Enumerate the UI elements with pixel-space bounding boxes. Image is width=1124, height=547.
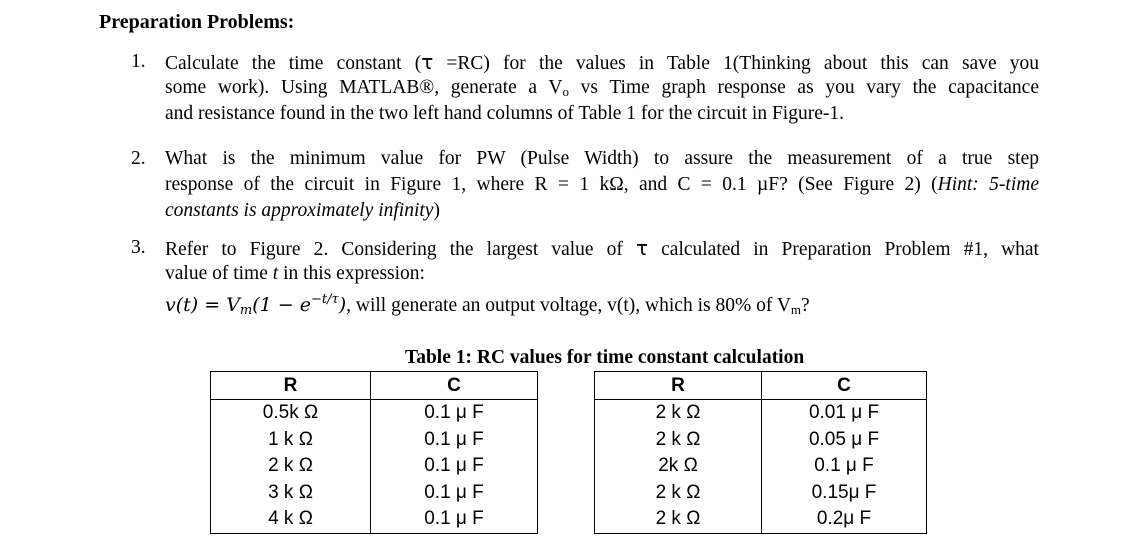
cell-r: 2 k Ω bbox=[594, 506, 762, 534]
problem-number: 1. bbox=[131, 51, 146, 72]
table-row: 2 k Ω 0.15μ F bbox=[594, 479, 927, 506]
table-caption: Table 1: RC values for time constant cal… bbox=[405, 347, 805, 368]
cell-r: 3 k Ω bbox=[210, 479, 371, 506]
problem-line: Calculate the time constant (τ =RC) for … bbox=[165, 50, 1039, 74]
tau-symbol: τ bbox=[636, 236, 649, 260]
cell-r: 2 k Ω bbox=[210, 453, 371, 480]
table-header-row: R C bbox=[210, 371, 538, 400]
header-c: C bbox=[370, 371, 538, 400]
subscript: o bbox=[562, 84, 570, 99]
cell-r: 2 k Ω bbox=[594, 399, 762, 427]
page-heading: Preparation Problems: bbox=[99, 11, 295, 33]
table-row: 1 k Ω 0.1 μ F bbox=[210, 426, 538, 453]
cell-c: 0.1 μ F bbox=[761, 453, 927, 480]
cell-r: 2 k Ω bbox=[594, 479, 762, 506]
cell-c: 0.1 μ F bbox=[370, 479, 538, 506]
table-row: 2k Ω 0.1 μ F bbox=[594, 453, 927, 480]
problem-line: constants is approximately infinity) bbox=[165, 200, 440, 221]
problem-body: What is the minimum value for PW (Pulse … bbox=[165, 146, 1039, 224]
table-header-row: R C bbox=[594, 371, 927, 400]
problem-line: some work). Using MATLAB®, generate a Vo… bbox=[165, 77, 1039, 99]
problem-line: response of the circuit in Figure 1, whe… bbox=[165, 174, 1039, 195]
cell-c: 0.15μ F bbox=[761, 479, 927, 506]
hint-text: constants is approximately infinity bbox=[165, 200, 434, 221]
cell-c: 0.1 μ F bbox=[370, 453, 538, 480]
cell-c: 0.1 μ F bbox=[370, 399, 538, 427]
problem-body: Calculate the time constant (τ =RC) for … bbox=[165, 49, 1039, 127]
cell-r: 0.5k Ω bbox=[210, 399, 371, 427]
cell-c: 0.01 μ F bbox=[761, 399, 927, 427]
problem-line: What is the minimum value for PW (Pulse … bbox=[165, 148, 1039, 169]
problem-line: Refer to Figure 2. Considering the large… bbox=[165, 236, 1039, 260]
cell-r: 2 k Ω bbox=[594, 426, 762, 453]
rc-table-right: R C 2 k Ω 0.01 μ F 2 k Ω 0.05 μ F 2k Ω 0… bbox=[594, 371, 927, 534]
table-row: 3 k Ω 0.1 μ F bbox=[210, 479, 538, 506]
cell-c: 0.1 μ F bbox=[370, 426, 538, 453]
header-c: C bbox=[761, 371, 927, 400]
rc-table-left: R C 0.5k Ω 0.1 μ F 1 k Ω 0.1 μ F 2 k Ω 0… bbox=[210, 371, 538, 534]
problem-number: 2. bbox=[131, 148, 146, 169]
problem-line: v(t) = Vm(1 − e−t/τ), will generate an o… bbox=[165, 292, 810, 318]
table-row: 2 k Ω 0.2μ F bbox=[594, 506, 927, 534]
problem-number: 3. bbox=[131, 237, 146, 258]
equation: v(t) = Vm(1 − e−t/τ) bbox=[165, 292, 347, 318]
table-row: 4 k Ω 0.1 μ F bbox=[210, 506, 538, 534]
header-r: R bbox=[594, 371, 762, 400]
cell-r: 1 k Ω bbox=[210, 426, 371, 453]
cell-c: 0.2μ F bbox=[761, 506, 927, 534]
header-r: R bbox=[210, 371, 371, 400]
cell-r: 4 k Ω bbox=[210, 506, 371, 534]
cell-c: 0.1 μ F bbox=[370, 506, 538, 534]
problem-line: and resistance found in the two left han… bbox=[165, 103, 844, 124]
problem-body: Refer to Figure 2. Considering the large… bbox=[165, 235, 1039, 318]
problem-line: value of time t in this expression: bbox=[165, 263, 425, 284]
cell-r: 2k Ω bbox=[594, 453, 762, 480]
table-row: 2 k Ω 0.05 μ F bbox=[594, 426, 927, 453]
subscript: m bbox=[790, 302, 802, 317]
table-row: 2 k Ω 0.1 μ F bbox=[210, 453, 538, 480]
table-row: 2 k Ω 0.01 μ F bbox=[594, 399, 927, 427]
cell-c: 0.05 μ F bbox=[761, 426, 927, 453]
table-row: 0.5k Ω 0.1 μ F bbox=[210, 399, 538, 427]
hint-text: Hint: 5-time bbox=[937, 174, 1039, 195]
tau-symbol: τ bbox=[421, 50, 434, 74]
variable-t: t bbox=[272, 263, 279, 284]
